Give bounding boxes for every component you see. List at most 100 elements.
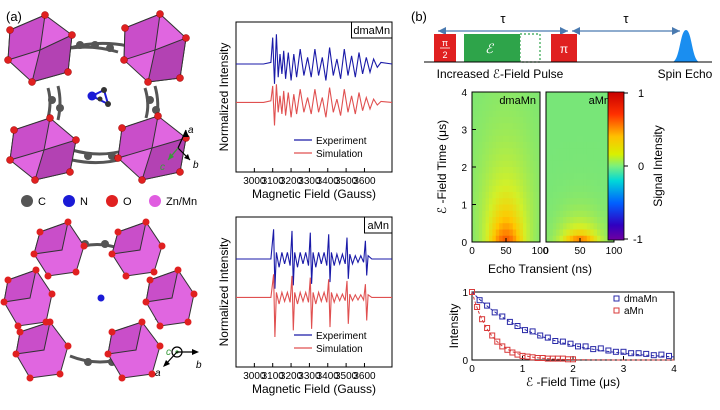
heat-cell [583, 210, 588, 218]
heat-cell [586, 135, 591, 143]
heat-cell [519, 117, 524, 124]
heat-cell [597, 154, 601, 162]
heat-cell [485, 179, 490, 187]
heat-cell [583, 160, 588, 168]
heat-cell [478, 123, 483, 130]
x-tick-label: 3500 [335, 371, 358, 382]
heat-cell [502, 98, 507, 105]
heat-cell [475, 198, 480, 205]
x-tick-label: 0 [469, 364, 475, 375]
efield-symbol: ℰ [485, 41, 494, 56]
heat-cell [569, 185, 574, 193]
heat-cell [603, 204, 608, 212]
heat-cell [489, 135, 493, 143]
heat-cell [495, 117, 500, 124]
heat-cell [509, 129, 514, 137]
heat-cell [502, 123, 507, 130]
heat-cell [556, 235, 560, 243]
heat-cell [523, 229, 527, 237]
heat-cell [509, 160, 514, 168]
heat-cell [563, 167, 567, 174]
colorbar-tick-max: 1 [638, 88, 644, 100]
heat-cell [519, 204, 524, 212]
heat-cell [492, 110, 497, 118]
heat-cell [533, 179, 537, 187]
heat-cell [590, 104, 594, 112]
heat-cell [523, 179, 527, 187]
heat-cell [597, 204, 601, 212]
heat-cell [506, 110, 510, 118]
heat-cell [569, 142, 574, 149]
plot-frame [235, 21, 393, 173]
heat-cell [549, 173, 554, 180]
heat-cell [597, 229, 601, 237]
heat-cell [556, 142, 560, 149]
heat-cell [559, 198, 564, 205]
plot-frame [235, 216, 393, 368]
heat-cell [529, 123, 534, 130]
heat-cell [566, 210, 571, 218]
heat-cell [519, 210, 524, 218]
heat-cell [593, 123, 598, 130]
heat-cell [512, 167, 517, 174]
heat-cell [556, 160, 560, 168]
heat-cell [475, 98, 480, 105]
heat-cell [478, 135, 483, 143]
heat-cell [533, 142, 537, 149]
heat-cell [516, 98, 520, 105]
heat-cell [552, 192, 557, 199]
heat-cell [556, 223, 560, 230]
heat-cell [569, 148, 574, 155]
heat-cell [516, 223, 520, 230]
heat-cell [566, 104, 571, 112]
data-point-amn [494, 338, 501, 345]
heat-cell [472, 210, 476, 218]
heat-cell [586, 217, 591, 224]
data-point-dmamn [552, 338, 559, 344]
heat-cell [590, 185, 594, 193]
heat-cell [590, 117, 594, 124]
heat-cell [478, 104, 483, 112]
heat-cell [593, 142, 598, 149]
heat-cell [549, 110, 554, 118]
heat-cell [600, 142, 605, 149]
heat-cell [502, 210, 507, 218]
heat-cell [556, 210, 560, 218]
data-point-dmamn [628, 350, 635, 357]
heat-cell [475, 148, 480, 155]
heat-cell [563, 185, 567, 193]
heat-cell [512, 98, 517, 105]
heat-cell [519, 198, 524, 205]
heat-cell [569, 192, 574, 199]
heat-cell [523, 104, 527, 112]
heat-cell [512, 117, 517, 124]
heat-cell [489, 160, 493, 168]
heat-cell [603, 173, 608, 180]
legend-label: aMn [624, 306, 643, 317]
heat-cell [586, 204, 591, 212]
heat-cell [475, 223, 480, 230]
heat-cell [563, 154, 567, 162]
heat-cell [566, 123, 571, 130]
efield-pulse [464, 34, 520, 62]
heat-cell [590, 223, 594, 230]
heat-cell [495, 123, 500, 130]
heat-cell [526, 135, 531, 143]
data-point-dmamn [650, 352, 657, 359]
heat-cell [576, 160, 581, 168]
heat-cell [556, 129, 560, 137]
heat-cell [593, 204, 598, 212]
heat-cell [569, 104, 574, 112]
heat-cell [566, 129, 571, 137]
heat-cell [603, 167, 608, 174]
heat-cell [603, 104, 608, 112]
heat-cell [600, 185, 605, 193]
heat-cell [485, 204, 490, 212]
axis-a-label-bottom: a [155, 368, 161, 379]
heat-cell [519, 179, 524, 187]
heat-cell [523, 223, 527, 230]
heat-cell [526, 129, 531, 137]
heat-cell [590, 142, 594, 149]
heat-cell [576, 98, 581, 105]
